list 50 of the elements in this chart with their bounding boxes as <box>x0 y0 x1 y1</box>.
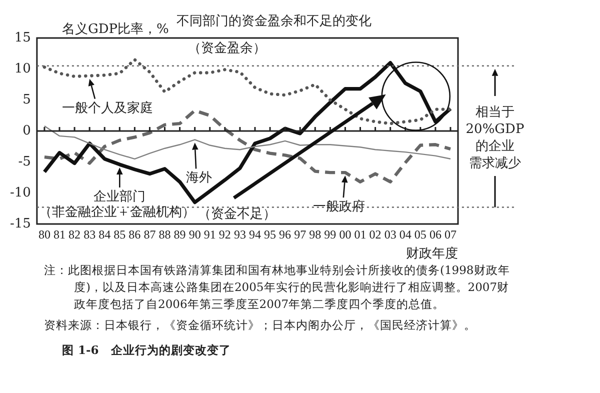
text: 相当于20%GDP的企业需求减少 <box>466 105 524 171</box>
caption: 图 1-6 企业行为的剧变改变了 <box>62 342 232 359</box>
x-tick-label: 82 <box>68 227 81 242</box>
text: 注：此图根据日本国有铁路清算集团和国有林地事业特别会计所接收的债务(1998财政年度)，以及日本高速公路集团在2005年实行的民营化影响进行了相应调整。2007财政年度包括了自2006年第三季度至2007年第二季度四个季度的总值。 <box>44 262 511 313</box>
annotation: （非金融企业＋金融机构） <box>38 205 195 220</box>
x-tick-label: 90 <box>188 227 201 242</box>
text: 资料来源：日本银行，《资金循环统计》；日本内阁办公厅，《国民经济计算》。 <box>44 317 477 334</box>
x-tick-label: 93 <box>234 227 246 242</box>
x-tick-label: 97 <box>294 227 306 242</box>
y-tick-label: 15 <box>14 30 31 46</box>
x-tick-label: 89 <box>174 227 186 242</box>
x-tick-label: 01 <box>354 227 366 242</box>
y-tick-label: -10 <box>10 185 31 200</box>
x-tick-label: 92 <box>218 227 231 242</box>
y-tick-label: -5 <box>18 154 31 170</box>
y-tick-label: 5 <box>22 92 31 108</box>
x-tick-label: 99 <box>324 227 336 242</box>
x-tick-label: 03 <box>384 227 396 242</box>
y-tick-label: 0 <box>22 123 31 138</box>
x-tick-label: 96 <box>279 227 292 242</box>
x-tick-label: 87 <box>144 227 156 242</box>
annotation: 海外 <box>186 170 212 186</box>
chart-title: 不同部门的资金盈余和不足的变化 <box>176 13 372 29</box>
x-tick-label: 98 <box>309 227 322 242</box>
annotation: 一般政府 <box>313 198 366 215</box>
x-tick-label: 94 <box>248 227 261 242</box>
x-tick-label: 02 <box>369 227 382 242</box>
annotation: 一般个人及家庭 <box>62 100 154 116</box>
x-tick-label: 85 <box>114 227 126 242</box>
x-tick-label: 86 <box>128 227 141 242</box>
x-tick-label: 07 <box>444 227 456 242</box>
x-tick-label: 88 <box>158 227 171 242</box>
x-axis-title: 财政年度 <box>406 246 458 262</box>
y-axis-title: 名义GDP比率，% <box>62 21 169 37</box>
y-tick-label: 10 <box>14 61 31 76</box>
annotation: 企业部门 <box>94 188 146 204</box>
x-tick-label: 06 <box>429 227 442 242</box>
x-tick-label: 83 <box>84 227 96 242</box>
x-tick-label: 95 <box>264 227 276 242</box>
x-tick-label: 84 <box>98 227 111 242</box>
annotation: （资金不足） <box>198 207 276 222</box>
x-tick-label: 81 <box>53 227 66 242</box>
line-series <box>42 58 452 126</box>
x-tick-label: 00 <box>339 227 352 242</box>
x-tick-label: 80 <box>38 227 50 242</box>
x-tick-label: 91 <box>204 227 216 242</box>
x-tick-label: 04 <box>399 227 412 242</box>
y-tick-label: -15 <box>10 216 31 232</box>
annotation: （资金盈余） <box>188 41 266 56</box>
x-tick-label: 05 <box>414 227 426 242</box>
